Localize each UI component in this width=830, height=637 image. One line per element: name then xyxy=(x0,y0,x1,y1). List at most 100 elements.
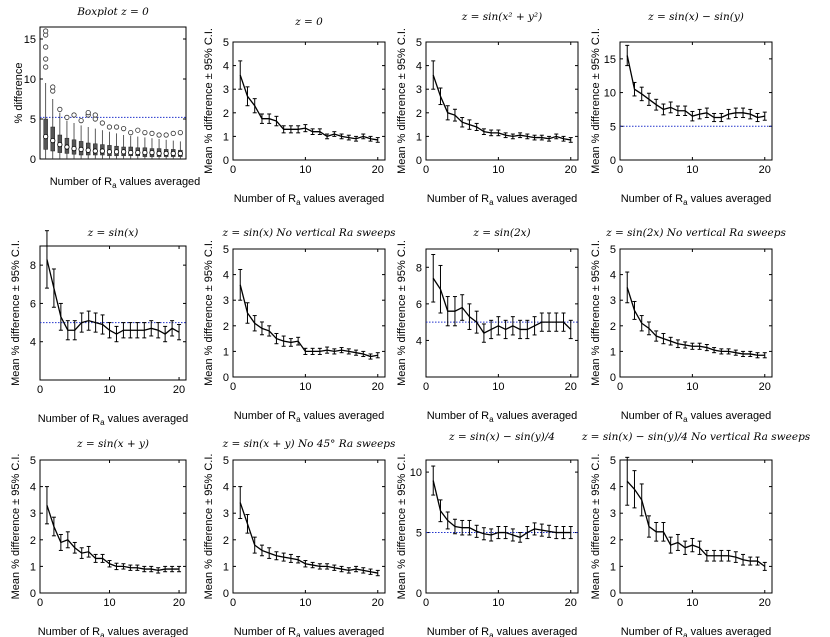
y-axis-label: Mean % difference ± 95% C.I. xyxy=(396,28,408,174)
box-outlier xyxy=(156,132,162,138)
x-axis-label-suffix: values averaged xyxy=(301,410,385,422)
x-axis-label-subscript: a xyxy=(296,631,301,637)
mean-line xyxy=(626,287,765,356)
x-tick-label: 20 xyxy=(759,597,771,609)
x-axis-label-suffix: values averaged xyxy=(301,626,385,637)
y-tick-label: 3 xyxy=(610,295,616,307)
x-tick-label: 10 xyxy=(686,381,698,393)
x-tick-label: 20 xyxy=(565,381,577,393)
chart-title: z = sin(x + y) No 45° Ra sweeps xyxy=(222,438,396,450)
y-tick-label: 4 xyxy=(416,335,422,347)
x-tick-label: 10 xyxy=(299,381,311,393)
x-axis-label-subscript: a xyxy=(683,198,688,207)
chart-title: z = sin(x) − sin(y)/4 No vertical Ra swe… xyxy=(581,431,811,443)
box-median xyxy=(92,148,98,154)
y-tick-label: 5 xyxy=(416,37,422,49)
axes-box xyxy=(232,248,386,378)
box-outlier xyxy=(71,112,77,118)
box-outlier xyxy=(50,84,56,90)
chart-title: z = sin(2x) xyxy=(472,227,530,239)
y-tick-label: 2 xyxy=(223,535,229,547)
x-axis-label-prefix: Number of R xyxy=(234,626,296,637)
y-tick-label: 5 xyxy=(30,114,36,126)
box-median xyxy=(163,150,169,156)
y-tick-label: 10 xyxy=(604,88,616,100)
x-tick-label: 0 xyxy=(617,381,623,393)
x-tick-label: 20 xyxy=(759,381,771,393)
chart-panel-10: 0 1 2 3 4 5 Mean % difference ± 95% C.I. 0 10 20 z… xyxy=(203,438,396,637)
box-outlier xyxy=(149,130,155,136)
box-median xyxy=(142,150,148,156)
axes-box xyxy=(39,26,187,160)
x-tick-label: 20 xyxy=(173,597,185,609)
y-tick-label: 1 xyxy=(30,561,36,573)
chart-panel-7: 4 6 8 Mean % difference ± 95% C.I. 0 10 20 z = … xyxy=(396,227,579,424)
mean-line xyxy=(432,74,571,141)
y-axis-label: Mean % difference ± 95% C.I. xyxy=(203,240,215,386)
x-tick-label: 20 xyxy=(759,164,771,176)
x-tick-label: 0 xyxy=(37,384,43,396)
x-axis-label-suffix: values averaged xyxy=(494,193,578,205)
box-outlier xyxy=(177,130,183,136)
chart-panel-5: 4 6 8 Mean % difference ± 95% C.I. 0 10 20 z = … xyxy=(10,227,188,427)
box-median xyxy=(57,142,63,148)
box-median xyxy=(64,144,70,150)
y-tick-label: 8 xyxy=(30,260,36,272)
box-median xyxy=(113,149,120,155)
x-tick-label: 10 xyxy=(299,597,311,609)
y-tick-label: 10 xyxy=(24,74,36,86)
x-axis-label-subscript: a xyxy=(296,415,301,424)
x-axis-label-suffix: values averaged xyxy=(688,626,772,637)
x-tick-label: 10 xyxy=(492,164,504,176)
box-outlier xyxy=(121,126,127,132)
x-tick-label: 0 xyxy=(617,164,623,176)
box-median xyxy=(50,138,56,144)
y-tick-label: 5 xyxy=(610,244,616,256)
x-tick-label: 0 xyxy=(423,597,429,609)
y-tick-label: 0 xyxy=(610,372,616,384)
x-axis-label: Number of Ra values averaged xyxy=(621,410,772,424)
chart-panel-3: 0 1 2 3 4 5 Mean % difference ± 95% C.I. 0 10 20 z… xyxy=(396,11,579,207)
x-axis-label-subscript: a xyxy=(683,631,688,637)
box-median xyxy=(177,150,183,156)
box-median xyxy=(128,150,134,156)
y-axis-label: Mean % difference ± 95% C.I. xyxy=(10,454,22,600)
x-axis-label-suffix: values averaged xyxy=(105,626,189,637)
y-tick-label: 2 xyxy=(223,108,229,120)
axes-box xyxy=(232,41,386,161)
x-axis-label-prefix: Number of R xyxy=(38,626,100,637)
y-tick-label: 3 xyxy=(223,84,229,96)
y-tick-label: 5 xyxy=(30,455,36,467)
y-tick-label: 1 xyxy=(223,561,229,573)
x-tick-label: 10 xyxy=(103,384,115,396)
y-tick-label: 2 xyxy=(223,321,229,333)
y-axis-label: Mean % difference ± 95% C.I. xyxy=(396,240,408,386)
box-median xyxy=(85,147,91,153)
x-tick-label: 10 xyxy=(492,597,504,609)
chart-panel-12: 0 1 2 3 4 5 Mean % difference ± 95% C.I. 0 10 20 z… xyxy=(581,431,811,637)
x-axis-label-suffix: values averaged xyxy=(117,176,201,188)
x-axis-label-prefix: Number of R xyxy=(621,193,683,205)
axes-box xyxy=(619,248,773,378)
x-tick-label: 20 xyxy=(372,164,384,176)
y-tick-label: 0 xyxy=(223,372,229,384)
box-median xyxy=(121,149,127,155)
box-median xyxy=(99,148,105,154)
mean-line xyxy=(432,277,572,334)
y-axis-label: Mean % difference ± 95% C.I. xyxy=(396,454,408,600)
chart-title: z = sin(2x) No vertical Ra sweeps xyxy=(605,227,786,239)
x-tick-label: 0 xyxy=(37,597,43,609)
box-outlier xyxy=(92,112,98,118)
box-outlier xyxy=(43,56,49,62)
chart-title: z = sin(x) − sin(y)/4 xyxy=(448,431,555,443)
y-tick-label: 5 xyxy=(610,455,616,467)
x-axis-label-suffix: values averaged xyxy=(688,410,772,422)
y-tick-label: 5 xyxy=(223,244,229,256)
box-outlier xyxy=(78,118,84,124)
y-tick-label: 3 xyxy=(610,508,616,520)
y-tick-label: 0 xyxy=(223,155,229,167)
x-tick-label: 0 xyxy=(617,597,623,609)
y-tick-label: 3 xyxy=(223,508,229,520)
box-median xyxy=(149,150,155,156)
y-tick-label: 4 xyxy=(223,482,229,494)
